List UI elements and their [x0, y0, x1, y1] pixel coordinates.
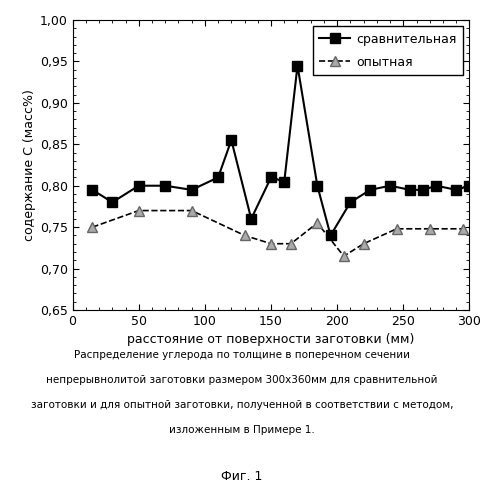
Legend: сравнительная, опытная: сравнительная, опытная	[313, 26, 463, 74]
Text: Фиг. 1: Фиг. 1	[221, 470, 263, 483]
Text: непрерывнолитой заготовки размером 300х360мм для сравнительной: непрерывнолитой заготовки размером 300х3…	[46, 375, 438, 385]
Text: Распределение углерода по толщине в поперечном сечении: Распределение углерода по толщине в попе…	[74, 350, 410, 360]
Text: заготовки и для опытной заготовки, полученной в соответствии с методом,: заготовки и для опытной заготовки, получ…	[31, 400, 453, 410]
X-axis label: расстояние от поверхности заготовки (мм): расстояние от поверхности заготовки (мм)	[127, 334, 415, 346]
Text: изложенным в Примере 1.: изложенным в Примере 1.	[169, 425, 315, 435]
Y-axis label: содержание C (масс%): содержание C (масс%)	[23, 89, 35, 241]
